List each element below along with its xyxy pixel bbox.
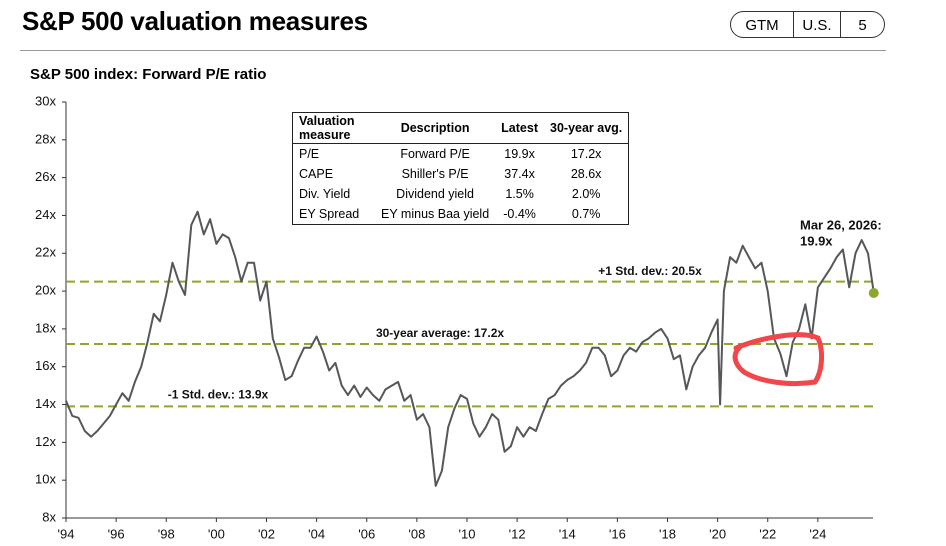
x-tick-label: '02 (258, 526, 275, 541)
plot: 8x 10x 12x 14x 16x 18x 20x 22x 24x 26x 28x 30x '94 '9… (35, 93, 882, 541)
table-cell: Div. Yield (299, 187, 351, 201)
column-header: Latest (495, 112, 544, 144)
highlight-scribble (732, 332, 825, 387)
x-tick-label: '94 (58, 526, 75, 541)
y-tick-label: 18x (35, 320, 56, 335)
x-tick-label: '06 (358, 526, 375, 541)
x-tick-label: '18 (659, 526, 676, 541)
latest-label: Mar 26, 2026: (800, 217, 882, 232)
x-tick-label: '20 (709, 526, 726, 541)
table-cell: -0.4% (503, 207, 536, 221)
latest-value: 19.9x (800, 233, 833, 248)
column-header: 30-year avg. (544, 112, 629, 144)
reference-label: +1 Std. dev.: 20.5x (598, 264, 702, 278)
table-cell: 37.4x (504, 167, 535, 181)
y-tick-label: 8x (42, 509, 56, 524)
table-cell: Shiller's P/E (401, 167, 469, 181)
table-cell: Forward P/E (400, 147, 470, 161)
x-tick-label: '10 (459, 526, 476, 541)
table-cell: 28.6x (570, 167, 602, 181)
reference-label: -1 Std. dev.: 13.9x (168, 388, 269, 402)
y-tick-label: 14x (35, 396, 56, 411)
table-cell: 2.0% (571, 187, 601, 201)
column-header: Description (375, 112, 496, 144)
table-row: P/E Forward P/E 19.9x 17.2x (293, 144, 629, 165)
table-row: EY Spread EY minus Baa yield -0.4% 0.7% (293, 204, 629, 225)
y-tick-label: 24x (35, 207, 56, 222)
latest-dot (868, 287, 879, 298)
y-tick-label: 26x (35, 169, 56, 184)
table-cell: 19.9x (504, 147, 535, 161)
table-cell: EY minus Baa yield (381, 207, 490, 221)
x-tick-label: '00 (208, 526, 225, 541)
y-tick-label: 12x (35, 434, 56, 449)
x-tick-label: '14 (559, 526, 576, 541)
x-tick-label: '08 (408, 526, 425, 541)
table-cell: 17.2x (570, 147, 602, 161)
column-header: Valuation measure (292, 112, 375, 144)
reference-label: 30-year average: 17.2x (376, 326, 504, 340)
chart-subtitle: S&P 500 index: Forward P/E ratio (30, 66, 267, 83)
table-row: Div. Yield Dividend yield 1.5% 2.0% (293, 184, 629, 204)
x-tick-label: '96 (108, 526, 125, 541)
table-header-row: Valuation measure Description Latest 30-yea… (292, 112, 629, 144)
y-tick-label: 16x (35, 358, 56, 373)
rule (20, 50, 886, 51)
page-title: S&P 500 valuation measures (22, 6, 368, 36)
x-tick-label: '98 (158, 526, 175, 541)
x-tick-label: '22 (759, 526, 776, 541)
x-tick-label: '04 (308, 526, 325, 541)
table-cell: CAPE (299, 167, 334, 181)
y-tick-label: 30x (35, 93, 56, 108)
table-cell: EY Spread (299, 207, 360, 221)
tag: 5 (840, 11, 885, 38)
table-cell: P/E (299, 147, 320, 161)
valuation-table: Valuation measure Description Latest 30-yea… (292, 112, 630, 225)
pe-line (65, 210, 875, 487)
table-cell: 1.5% (505, 187, 534, 201)
y-tick-label: 10x (35, 472, 56, 487)
y-tick-label: 28x (35, 131, 56, 146)
x-tick-label: '16 (609, 526, 626, 541)
table-cell: Dividend yield (396, 187, 474, 201)
y-tick-label: 20x (35, 283, 56, 298)
table-cell: 0.7% (571, 207, 601, 221)
table-row: CAPE Shiller's P/E 37.4x 28.6x (293, 164, 629, 184)
y-tick-label: 22x (35, 245, 56, 260)
x-tick-label: '24 (809, 526, 826, 541)
x-tick-label: '12 (509, 526, 526, 541)
